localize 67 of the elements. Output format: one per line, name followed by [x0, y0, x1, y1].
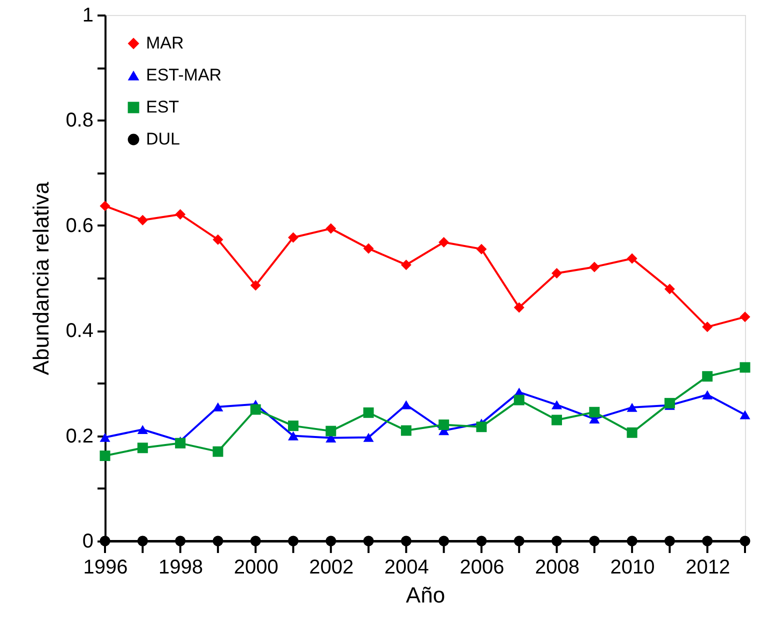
point	[702, 390, 713, 400]
point	[552, 268, 562, 279]
x-tick-label: 1996	[83, 556, 128, 578]
point	[476, 244, 487, 254]
point	[476, 422, 487, 432]
point	[514, 394, 524, 406]
point	[175, 209, 186, 220]
point	[626, 427, 638, 438]
point	[100, 450, 110, 462]
point	[626, 253, 638, 264]
point	[400, 400, 412, 410]
y-axis-title: Abundancia relativa	[28, 181, 54, 376]
point	[552, 400, 562, 410]
y-tick-label: 0.2	[66, 425, 94, 448]
x-tick-label: 2004	[384, 556, 429, 578]
legend-label: EST-MAR	[146, 66, 222, 84]
x-tick-label: 2000	[234, 556, 278, 578]
point	[100, 200, 110, 212]
point	[514, 302, 524, 313]
point	[702, 322, 713, 332]
y-tick-label: 0.6	[66, 214, 94, 237]
point	[589, 262, 600, 272]
point	[137, 442, 148, 454]
point	[250, 280, 261, 291]
point	[400, 260, 412, 270]
legend-label: DUL	[146, 130, 180, 148]
legend-label: MAR	[146, 34, 184, 52]
point	[175, 438, 186, 448]
x-tick-label: 2012	[686, 556, 730, 578]
point	[212, 234, 224, 245]
point	[702, 371, 713, 382]
point	[552, 414, 562, 426]
point	[250, 404, 261, 415]
point	[137, 424, 148, 434]
x-tick-label: 1998	[158, 556, 204, 578]
point	[212, 446, 224, 457]
point	[212, 402, 224, 412]
y-tick-label: 0.4	[66, 320, 94, 342]
point	[626, 402, 638, 412]
point	[288, 431, 298, 440]
x-axis-title: Año	[406, 582, 446, 608]
point	[438, 236, 450, 248]
y-tick-label: 1	[82, 4, 94, 26]
legend-label: EST	[146, 98, 180, 116]
point	[363, 432, 374, 442]
point	[288, 232, 298, 243]
x-tick-label: 2006	[460, 556, 504, 578]
point	[363, 407, 374, 418]
point	[100, 432, 110, 442]
point	[288, 420, 298, 432]
point	[740, 362, 750, 373]
point	[363, 243, 374, 254]
y-tick-label: 0	[82, 530, 94, 552]
point	[664, 398, 675, 408]
point	[589, 406, 600, 418]
point	[664, 284, 675, 294]
point	[326, 223, 336, 234]
point	[438, 420, 450, 430]
x-tick-label: 2010	[610, 556, 655, 578]
point	[137, 214, 148, 226]
x-tick-label: 2008	[535, 556, 580, 578]
point	[400, 425, 412, 436]
point	[326, 426, 336, 436]
point	[740, 312, 750, 322]
y-tick-label: 0.8	[66, 110, 94, 132]
x-tick-label: 2002	[309, 556, 354, 578]
point	[740, 410, 750, 420]
